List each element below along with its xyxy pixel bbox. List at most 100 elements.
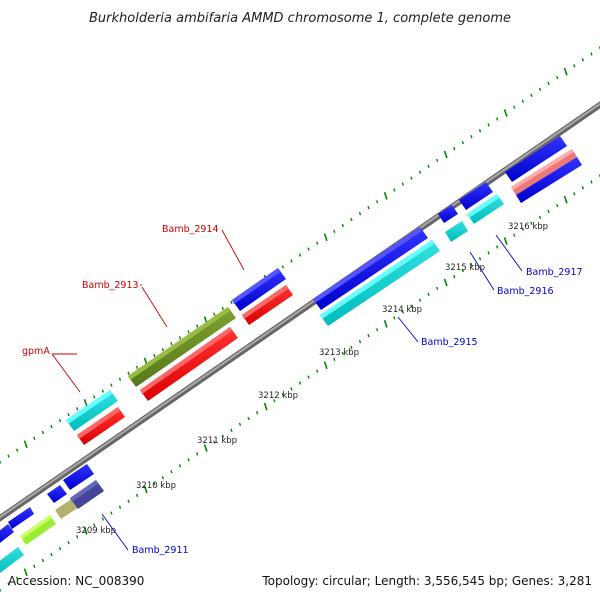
tick-mark <box>153 481 156 486</box>
tick-mark <box>573 64 576 68</box>
kbp-label-3214: 3214 kbp <box>382 305 422 315</box>
tick-mark <box>127 499 130 503</box>
tick-mark <box>323 233 328 242</box>
tick-mark <box>213 440 216 444</box>
tick-mark <box>513 233 516 237</box>
tick-mark <box>230 300 233 304</box>
tick-mark <box>410 176 413 180</box>
tick-mark <box>341 223 345 228</box>
gene-arrow-bamb-2914-blue[interactable] <box>232 268 286 311</box>
tick-mark <box>221 306 225 310</box>
gene-arrow-blue-3210-b[interactable] <box>63 464 94 490</box>
gene-arrow-blue-3210-a[interactable] <box>47 485 67 503</box>
gene-arrow-bamb-2917-pink[interactable] <box>511 149 577 195</box>
gene-arrow-light-green[interactable] <box>20 515 56 545</box>
tick-mark <box>435 158 439 163</box>
gene-arrow-bamb-2917-blue[interactable] <box>516 157 582 203</box>
tick-mark <box>470 135 473 139</box>
tick-mark <box>110 383 113 387</box>
gene-arrow-blue-3215-b[interactable] <box>459 182 493 210</box>
tick-mark <box>15 448 19 452</box>
gene-label-bamb-2914[interactable]: Bamb_2914 <box>162 224 219 235</box>
gene-label-bamb-2913[interactable]: Bamb_2913 <box>82 280 139 291</box>
tick-mark <box>110 511 113 515</box>
tick-mark <box>410 304 413 308</box>
tick-mark <box>153 353 156 358</box>
map-title: Burkholderia ambifaria AMMD chromosome 1… <box>89 11 511 26</box>
gene-arrow-bamb-2913-olive[interactable] <box>128 307 236 387</box>
tick-mark <box>495 245 499 249</box>
tick-mark <box>298 253 302 257</box>
tick-mark <box>187 330 190 334</box>
tick-mark <box>367 206 370 210</box>
tick-mark <box>195 324 199 328</box>
tick-mark <box>7 582 10 586</box>
tick-mark <box>255 410 259 415</box>
tick-mark <box>307 247 310 251</box>
tick-mark <box>383 320 388 328</box>
tick-mark <box>75 407 79 411</box>
tick-mark <box>418 298 422 302</box>
gene-arrow-bamb-2915-cyan[interactable] <box>320 240 440 326</box>
tick-mark <box>273 399 276 403</box>
tick-mark <box>67 413 70 417</box>
tick-mark <box>230 428 233 432</box>
gene-arrow-bamb-2914-red[interactable] <box>242 285 293 325</box>
tick-mark <box>590 52 593 56</box>
tick-mark <box>135 365 139 370</box>
tick-mark <box>538 215 542 220</box>
tick-mark <box>238 422 242 427</box>
tick-mark <box>547 81 550 86</box>
gene-label-bamb-2917[interactable]: Bamb_2917 <box>526 267 583 278</box>
tick-mark <box>135 493 139 498</box>
tick-marks <box>0 46 600 592</box>
tick-mark <box>393 188 396 192</box>
tick-mark <box>333 229 336 234</box>
tick-mark <box>375 200 379 204</box>
gene-arrow-khaki[interactable] <box>55 498 79 519</box>
tick-mark <box>290 387 293 391</box>
gene-features <box>0 136 582 576</box>
tick-mark <box>573 192 576 196</box>
gene-arrow-left-blue[interactable] <box>0 524 14 546</box>
tick-mark <box>187 458 190 462</box>
kbp-label-3213: 3213 kbp <box>319 348 359 358</box>
tick-mark <box>170 470 173 474</box>
tick-mark <box>323 361 328 370</box>
kbp-label-3209: 3209 kbp <box>76 526 116 536</box>
gene-arrow-gpmA-red[interactable] <box>77 407 125 445</box>
gene-arrow-blue-long[interactable] <box>313 227 428 310</box>
gene-arrow-bamb-2913-red[interactable] <box>140 327 238 401</box>
kbp-label-3210: 3210 kbp <box>136 481 176 491</box>
gene-arrow-blue-3216[interactable] <box>505 136 567 182</box>
gene-label-bamb-2916[interactable]: Bamb_2916 <box>497 286 554 297</box>
gene-arrow-bamb-2916-cyan[interactable] <box>445 221 468 242</box>
gene-arrow-blue-3215[interactable] <box>438 205 458 223</box>
tick-mark <box>93 395 96 399</box>
tick-mark <box>83 399 88 407</box>
tick-mark <box>427 292 430 296</box>
gene-label-gpmA[interactable]: gpmA <box>22 346 50 357</box>
tick-mark <box>538 87 542 92</box>
tick-mark <box>427 164 430 168</box>
tick-mark <box>358 211 362 216</box>
tick-mark <box>461 268 465 273</box>
tick-mark <box>281 393 285 397</box>
tick-mark <box>23 568 28 577</box>
gene-label-bamb-2911[interactable]: Bamb_2911 <box>132 545 189 556</box>
gene-arrow-cyan-3215-b[interactable] <box>467 194 504 224</box>
tick-mark <box>58 418 62 423</box>
kbp-label-3216: 3216 kbp <box>508 222 548 232</box>
gene-arrow-blue-small[interactable] <box>8 507 34 529</box>
tick-mark <box>33 436 36 441</box>
tick-mark <box>178 336 182 340</box>
gene-arrow-left-cyan[interactable] <box>0 547 24 576</box>
gene-arrow-slate-blue[interactable] <box>70 480 104 509</box>
gene-arrow-gpmA-cyan[interactable] <box>66 390 118 431</box>
tick-mark <box>393 316 396 320</box>
gene-label-bamb-2915[interactable]: Bamb_2915 <box>421 337 478 348</box>
tick-mark <box>418 170 422 174</box>
tick-mark <box>75 535 79 539</box>
tick-mark <box>453 274 456 279</box>
tick-mark <box>478 257 482 261</box>
